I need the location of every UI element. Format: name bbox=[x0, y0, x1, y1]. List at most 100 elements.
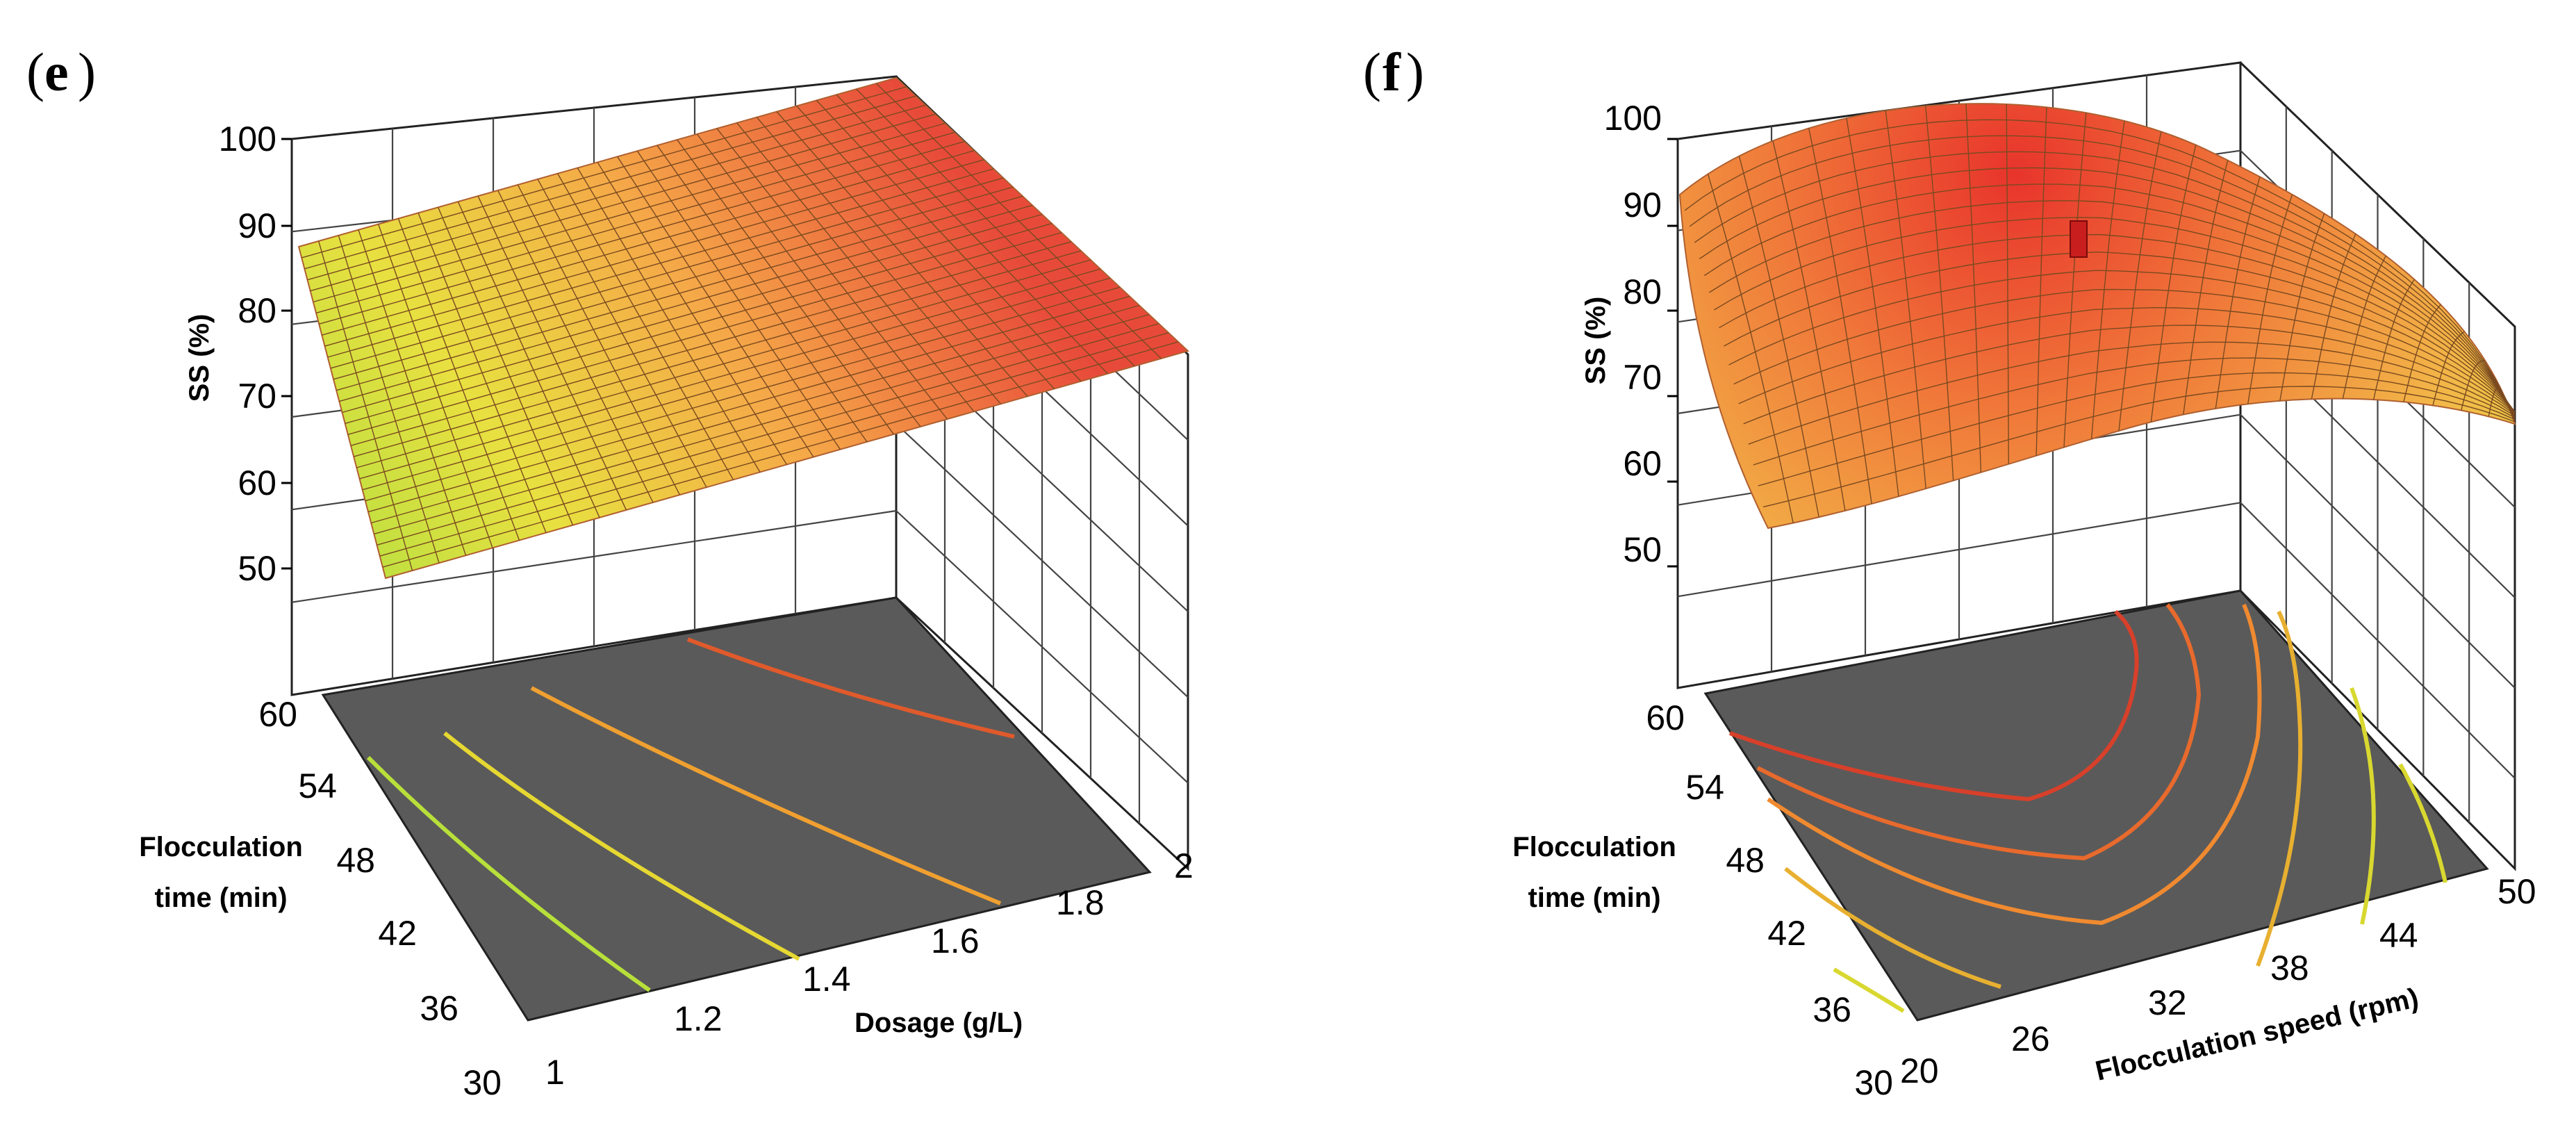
panel-e-z-axis: 100 90 80 70 60 50 SS (%) bbox=[184, 120, 292, 588]
panel-f-rwall-hline-4 bbox=[2240, 413, 2516, 689]
panel-f-label: f bbox=[1382, 42, 1401, 102]
panel-e-contour-2 bbox=[443, 731, 800, 961]
panel-f-mesh-v-17 bbox=[1762, 386, 2516, 508]
panel-f-contour-7 bbox=[2350, 687, 2376, 925]
panel-e-floor bbox=[321, 596, 1152, 1022]
panel-e-rwall-hline-4 bbox=[895, 423, 1189, 698]
panel-f-design-point bbox=[2070, 220, 2088, 258]
panel-f-ztick-70: 70 bbox=[1623, 358, 1662, 397]
panel-f-ytick-60: 60 bbox=[1646, 698, 1685, 737]
panel-e-ztick-90: 90 bbox=[238, 206, 276, 245]
panel-f: ( f ) 100 bbox=[1363, 42, 2536, 1102]
panel-e-ztick-60: 60 bbox=[238, 464, 276, 502]
panel-f-xtick-26: 26 bbox=[2011, 1019, 2050, 1058]
panel-e-mesh-v-29 bbox=[382, 341, 1179, 568]
panel-f-mesh-v-4 bbox=[1699, 167, 2516, 416]
panel-f-mesh-v-1 bbox=[1684, 119, 2516, 423]
panel-e-ztick-70: 70 bbox=[238, 377, 276, 416]
panel-f-mesh-v-9 bbox=[1724, 251, 2516, 412]
panel-f-xtick-44: 44 bbox=[2379, 916, 2418, 955]
panel-f-x-title: Flocculation speed (rpm) bbox=[2092, 983, 2421, 1087]
panel-f-label-open: ( bbox=[1363, 42, 1381, 102]
panel-e-xtick-1.8: 1.8 bbox=[1056, 883, 1105, 922]
panel-e-ztick-50: 50 bbox=[238, 549, 276, 588]
panel-f-mesh-v-10 bbox=[1728, 270, 2516, 412]
panel-e-y-title-line1: Flocculation bbox=[139, 832, 303, 862]
panel-f-contours bbox=[1728, 603, 2447, 1013]
panel-e-x-axis: 1 1.2 1.4 1.6 1.8 2 Dosage (g/L) bbox=[545, 846, 1194, 1092]
panel-f-y-title-line1: Flocculation bbox=[1512, 832, 1676, 862]
panel-f-xtick-32: 32 bbox=[2148, 983, 2187, 1022]
panel-f-ztick-90: 90 bbox=[1623, 186, 1662, 224]
panel-e-mesh-v-28 bbox=[379, 332, 1169, 557]
panel-f-z-axis: 100 90 80 70 60 50 SS (%) bbox=[1580, 99, 1678, 569]
panel-f-label-close: ) bbox=[1406, 42, 1424, 102]
panel-e-contour-1 bbox=[366, 755, 651, 992]
panel-f-z-title: SS (%) bbox=[1580, 297, 1611, 385]
panel-f-mesh-v-5 bbox=[1703, 183, 2516, 415]
panel-f-surface-mesh bbox=[1684, 104, 2516, 523]
panel-e-xtick-2: 2 bbox=[1174, 846, 1194, 885]
panel-e-ytick-48: 48 bbox=[336, 841, 375, 880]
panel-f-ytick-42: 42 bbox=[1767, 914, 1806, 953]
panel-f-mesh-v-12 bbox=[1738, 306, 2516, 413]
panel-e-z-title: SS (%) bbox=[184, 314, 215, 402]
panel-e-y-title-line2: time (min) bbox=[154, 883, 287, 913]
panel-f-contour-1 bbox=[1728, 609, 2139, 802]
panel-e-mesh-u-27 bbox=[836, 94, 1109, 375]
panel-e-ytick-30: 30 bbox=[463, 1063, 502, 1102]
panel-f-ztick-80: 80 bbox=[1623, 272, 1662, 311]
panel-e-xtick-1.4: 1.4 bbox=[802, 960, 851, 999]
panel-e-mesh-u-28 bbox=[856, 88, 1135, 367]
panel-e-xtick-1.2: 1.2 bbox=[674, 999, 723, 1038]
panel-f-y-axis: 60 54 48 42 36 30 Flocculation time (min… bbox=[1512, 698, 1893, 1102]
panel-e-contours bbox=[366, 637, 1015, 992]
panel-f-contour-5 bbox=[2256, 610, 2303, 967]
panel-f-contour-3 bbox=[1767, 603, 2262, 926]
panel-f-contour-6 bbox=[1833, 967, 1905, 1013]
panel-f-contour-2 bbox=[1756, 603, 2202, 861]
panel-e-label-close: ) bbox=[78, 42, 96, 102]
panel-e-ztick-80: 80 bbox=[238, 291, 276, 330]
panel-f-wall-hline-5 bbox=[1677, 502, 2241, 598]
panel-e-ztick-100: 100 bbox=[219, 120, 276, 158]
panel-e-mesh-u-29 bbox=[875, 83, 1162, 359]
panel-e-mesh-v-25 bbox=[370, 304, 1140, 524]
panel-e-contour-4 bbox=[686, 637, 1015, 739]
panel-e-surface-mesh bbox=[301, 83, 1179, 571]
panel-f-mesh-v-11 bbox=[1733, 288, 2516, 413]
panel-e-xtick-1.6: 1.6 bbox=[931, 921, 980, 960]
panel-f-mesh-v-3 bbox=[1694, 151, 2516, 418]
panel-f-mesh-v-6 bbox=[1708, 200, 2516, 413]
panel-f-floor bbox=[1703, 589, 2489, 1022]
panel-f-xtick-20: 20 bbox=[1900, 1051, 1939, 1090]
panel-f-contour-4 bbox=[1784, 867, 2001, 989]
panel-e-ytick-36: 36 bbox=[420, 989, 459, 1028]
panel-f-contour-8 bbox=[2398, 763, 2447, 883]
panel-e-label: e bbox=[44, 42, 69, 102]
panel-f-mesh-v-7 bbox=[1714, 217, 2516, 413]
panel-e-x-title: Dosage (g/L) bbox=[854, 1008, 1023, 1038]
panel-f-mesh-v-16 bbox=[1758, 372, 2516, 486]
panel-f-ytick-36: 36 bbox=[1813, 990, 1851, 1029]
panel-f-surface bbox=[1678, 103, 2516, 530]
panel-f-ytick-30: 30 bbox=[1854, 1063, 1893, 1102]
panel-f-mesh-v-13 bbox=[1743, 325, 2516, 425]
panel-e-ytick-42: 42 bbox=[378, 914, 417, 953]
panel-e-y-axis: 60 54 48 42 36 30 Flocculation time (min… bbox=[139, 695, 502, 1102]
panel-e-ytick-54: 54 bbox=[298, 767, 337, 805]
panel-e: ( e ) 100 90 80 70 bbox=[26, 42, 1194, 1102]
panel-f-ytick-48: 48 bbox=[1726, 841, 1765, 880]
panel-f-mesh-v-2 bbox=[1689, 135, 2516, 420]
panel-e-mesh-v-27 bbox=[377, 323, 1159, 546]
panel-e-mesh-v-26 bbox=[374, 313, 1150, 535]
panel-f-ytick-54: 54 bbox=[1685, 768, 1724, 807]
panel-f-xtick-38: 38 bbox=[2270, 949, 2309, 987]
panel-e-rwall-hline-5 bbox=[895, 510, 1189, 784]
panel-f-mesh-v-8 bbox=[1719, 233, 2516, 412]
panel-e-wall-hline-5 bbox=[291, 509, 897, 603]
panel-f-mesh-v-14 bbox=[1748, 341, 2516, 445]
panel-f-ztick-60: 60 bbox=[1623, 444, 1662, 483]
panel-e-label-open: ( bbox=[26, 42, 44, 102]
